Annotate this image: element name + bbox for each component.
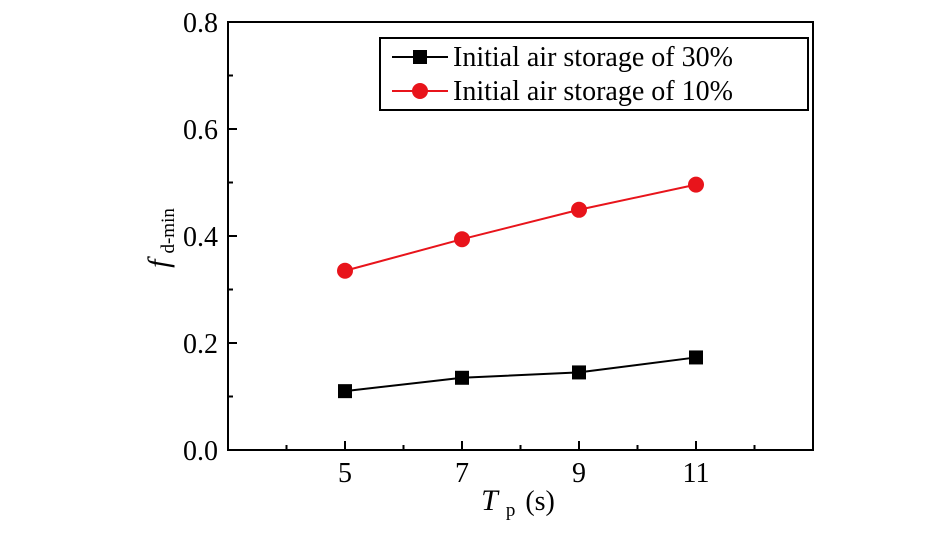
x-axis-ticks: 5 7 9 11 [285, 441, 756, 489]
series-0-point-3 [689, 350, 703, 365]
series-0-point-1 [455, 370, 469, 385]
y-tick-label-0.0: 0.0 [183, 436, 218, 467]
series-0-point-0 [338, 384, 352, 399]
series-0-line [344, 356, 697, 393]
series-0 [338, 350, 703, 399]
legend-label-10: Initial air storage of 10% [453, 76, 733, 107]
legend-box [379, 37, 809, 111]
series-0-point-2 [572, 365, 586, 380]
y-axis-label-main: f [142, 256, 175, 268]
y-tick-label-0.8: 0.8 [183, 8, 218, 39]
x-axis-label-sub: p [506, 500, 516, 521]
x-tick-label-11: 11 [683, 458, 710, 489]
legend-marker-square [413, 50, 427, 64]
series-1-line [344, 183, 697, 272]
x-tick-label-9: 9 [572, 458, 586, 489]
legend-entry-10: Initial air storage of 10% [392, 76, 733, 107]
series-1 [337, 176, 704, 279]
series-1-point-3 [688, 176, 704, 193]
series-1-point-0 [337, 262, 353, 279]
x-axis-label: T p (s) [481, 484, 555, 521]
series-1-point-1 [454, 231, 470, 248]
legend-entry-30: Initial air storage of 30% [392, 42, 733, 73]
y-tick-label-0.2: 0.2 [183, 329, 218, 360]
legend-label-30: Initial air storage of 30% [453, 42, 733, 73]
series-layer [337, 176, 704, 399]
y-tick-label-0.4: 0.4 [183, 222, 218, 253]
legend-marker-circle [412, 83, 428, 99]
x-tick-label-5: 5 [338, 458, 352, 489]
y-tick-label-0.6: 0.6 [183, 115, 218, 146]
x-axis-label-unit: (s) [525, 486, 555, 517]
y-axis-label-sub: d-min [158, 208, 179, 254]
series-1-point-2 [571, 201, 587, 218]
x-tick-label-7: 7 [455, 458, 469, 489]
y-axis-ticks: 0.0 0.2 0.4 0.6 0.8 [183, 8, 237, 467]
legend: Initial air storage of 30% Initial air s… [379, 37, 809, 111]
y-axis-label: f d-min [142, 208, 179, 268]
x-axis-label-main: T [481, 484, 500, 517]
